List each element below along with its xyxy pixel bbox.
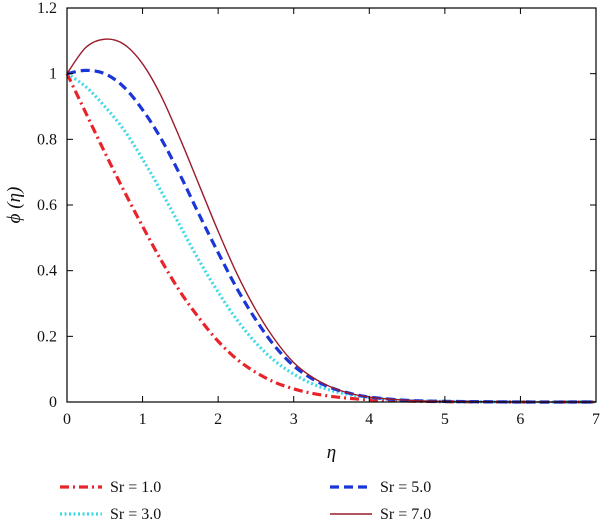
legend-label-3: Sr = 5.0 bbox=[380, 479, 431, 496]
x-tick-label: 6 bbox=[516, 411, 524, 428]
x-tick-label: 1 bbox=[139, 411, 147, 428]
x-tick-label: 7 bbox=[592, 411, 600, 428]
x-tick-label: 5 bbox=[441, 411, 449, 428]
y-tick-label: 0.8 bbox=[37, 131, 57, 148]
series-line-4 bbox=[66, 38, 597, 403]
ticks-layer: 0 1 2 3 4 5 6 7 0 0.2 0.4 0.6 0.8 1 1.2 bbox=[37, 0, 600, 428]
series-line-2 bbox=[66, 72, 597, 404]
plot-frame bbox=[66, 7, 597, 403]
y-tick-label: 0.6 bbox=[37, 197, 57, 214]
x-tick-label: 3 bbox=[290, 411, 298, 428]
y-tick-label: 1 bbox=[49, 66, 57, 83]
x-tick-label: 2 bbox=[214, 411, 222, 428]
y-tick-label: 0.4 bbox=[37, 263, 57, 280]
series-layer bbox=[65, 38, 597, 404]
series-line-1 bbox=[65, 72, 597, 404]
legend: Sr = 1.0 Sr = 3.0 Sr = 5.0 Sr = 7.0 bbox=[60, 479, 431, 523]
legend-label-1: Sr = 1.0 bbox=[110, 479, 161, 496]
series-line-3 bbox=[66, 68, 597, 404]
legend-label-4: Sr = 7.0 bbox=[380, 506, 431, 523]
y-tick-label: 0.2 bbox=[37, 328, 57, 345]
y-tick-label: 1.2 bbox=[37, 0, 57, 17]
x-tick-label: 0 bbox=[63, 411, 71, 428]
x-axis-label: η bbox=[327, 442, 336, 463]
y-tick-label: 0 bbox=[49, 394, 57, 411]
y-axis-label: ϕ (η) bbox=[4, 187, 25, 224]
x-tick-label: 4 bbox=[365, 411, 373, 428]
legend-label-2: Sr = 3.0 bbox=[110, 506, 161, 523]
